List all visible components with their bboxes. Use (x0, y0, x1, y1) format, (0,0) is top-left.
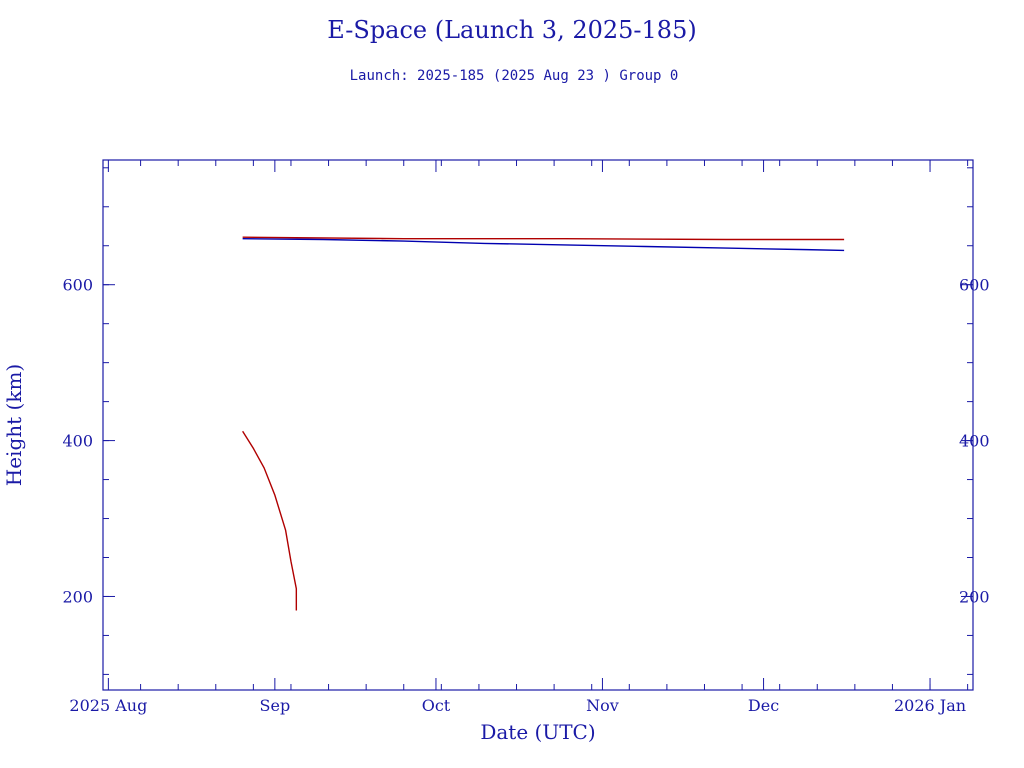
y-tick-labels: 200 200 400 400 600 600 (62, 276, 989, 607)
x-tick-label: Sep (260, 696, 291, 715)
y-tick-label-left: 400 (62, 432, 93, 451)
series-line-2 (242, 236, 845, 241)
chart-subtitle: Launch: 2025-185 (2025 Aug 23 ) Group 0 (350, 68, 679, 84)
y-tick-label-right: 400 (959, 432, 990, 451)
y-tick-label-right: 600 (959, 276, 990, 295)
x-tick-label: Dec (748, 696, 779, 715)
x-tick-label: Nov (586, 696, 619, 715)
x-tick-labels: 2025 Aug Sep Oct Nov Dec 2026 Jan (69, 696, 966, 715)
x-tick-label: 2025 Aug (69, 696, 147, 715)
y-tick-label-left: 600 (62, 276, 93, 295)
plot-frame (102, 159, 974, 691)
series-line-3 (242, 430, 298, 611)
y-tick-label-left: 200 (62, 587, 93, 606)
y-tick-label-right: 200 (959, 587, 990, 606)
x-axis-label: Date (UTC) (480, 720, 595, 744)
major-ticks (103, 160, 973, 690)
chart-title: E-Space (Launch 3, 2025-185) (327, 16, 696, 44)
y-axis-label: Height (km) (2, 364, 26, 486)
series-line-1 (242, 238, 845, 252)
x-tick-label: Oct (422, 696, 451, 715)
x-tick-label: 2026 Jan (894, 696, 966, 715)
series-group (242, 236, 845, 611)
